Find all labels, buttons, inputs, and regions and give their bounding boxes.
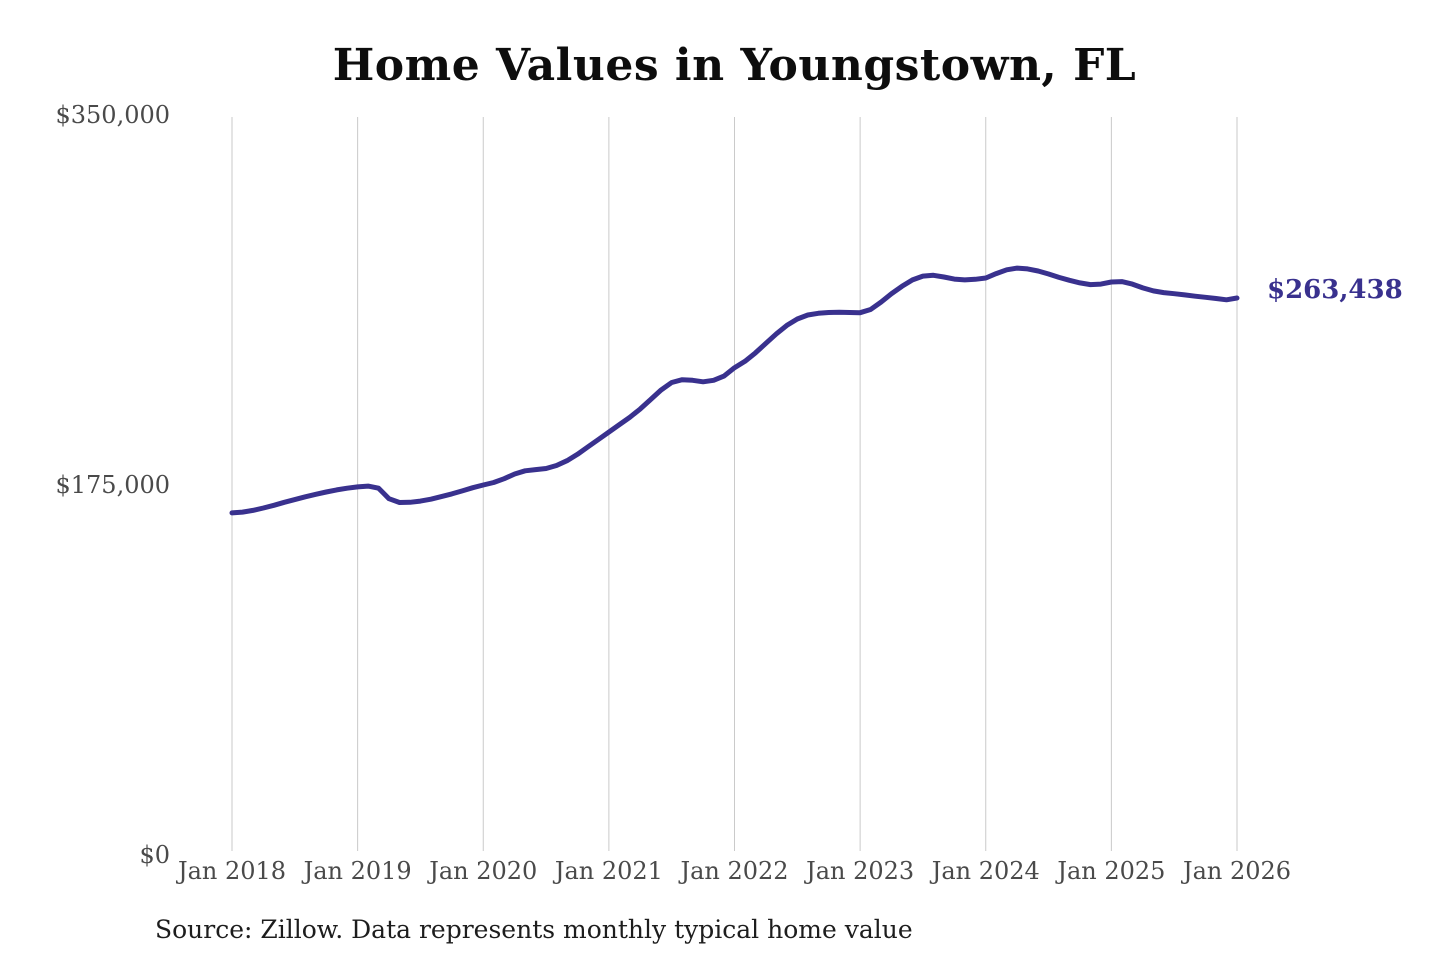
x-tick-label: Jan 2020: [429, 857, 538, 885]
x-tick-label: Jan 2026: [1182, 857, 1292, 885]
chart-title: Home Values in Youngstown, FL: [332, 40, 1137, 91]
source-note: Source: Zillow. Data represents monthly …: [155, 915, 913, 944]
x-tick-label: Jan 2021: [554, 857, 663, 885]
x-tick-label: Jan 2025: [1057, 857, 1166, 885]
x-tick-label: Jan 2024: [931, 857, 1040, 885]
home-value-line: [229, 265, 1240, 516]
x-tick-label: Jan 2019: [303, 857, 412, 885]
x-tick-label: Jan 2023: [806, 857, 915, 885]
x-tick-label: Jan 2022: [680, 857, 789, 885]
x-tick-label: Jan 2018: [177, 857, 287, 885]
y-tick-label: $0: [139, 841, 170, 869]
y-tick-label: $175,000: [55, 471, 170, 499]
latest-value-label: $263,438: [1267, 275, 1403, 306]
y-tick-label: $350,000: [55, 101, 170, 129]
